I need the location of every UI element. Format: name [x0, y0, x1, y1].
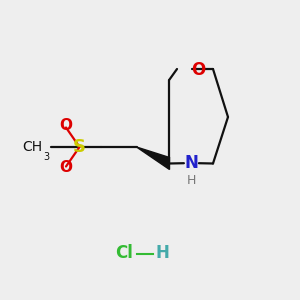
Text: H: H	[187, 174, 196, 187]
Text: O: O	[59, 160, 73, 175]
Text: O: O	[59, 118, 73, 134]
Text: O: O	[191, 61, 206, 79]
Text: N: N	[184, 154, 198, 172]
Text: H: H	[155, 244, 169, 262]
Polygon shape	[136, 147, 169, 170]
Text: CH: CH	[22, 140, 42, 154]
Text: S: S	[73, 138, 86, 156]
Text: 3: 3	[43, 152, 49, 162]
Text: Cl: Cl	[116, 244, 134, 262]
